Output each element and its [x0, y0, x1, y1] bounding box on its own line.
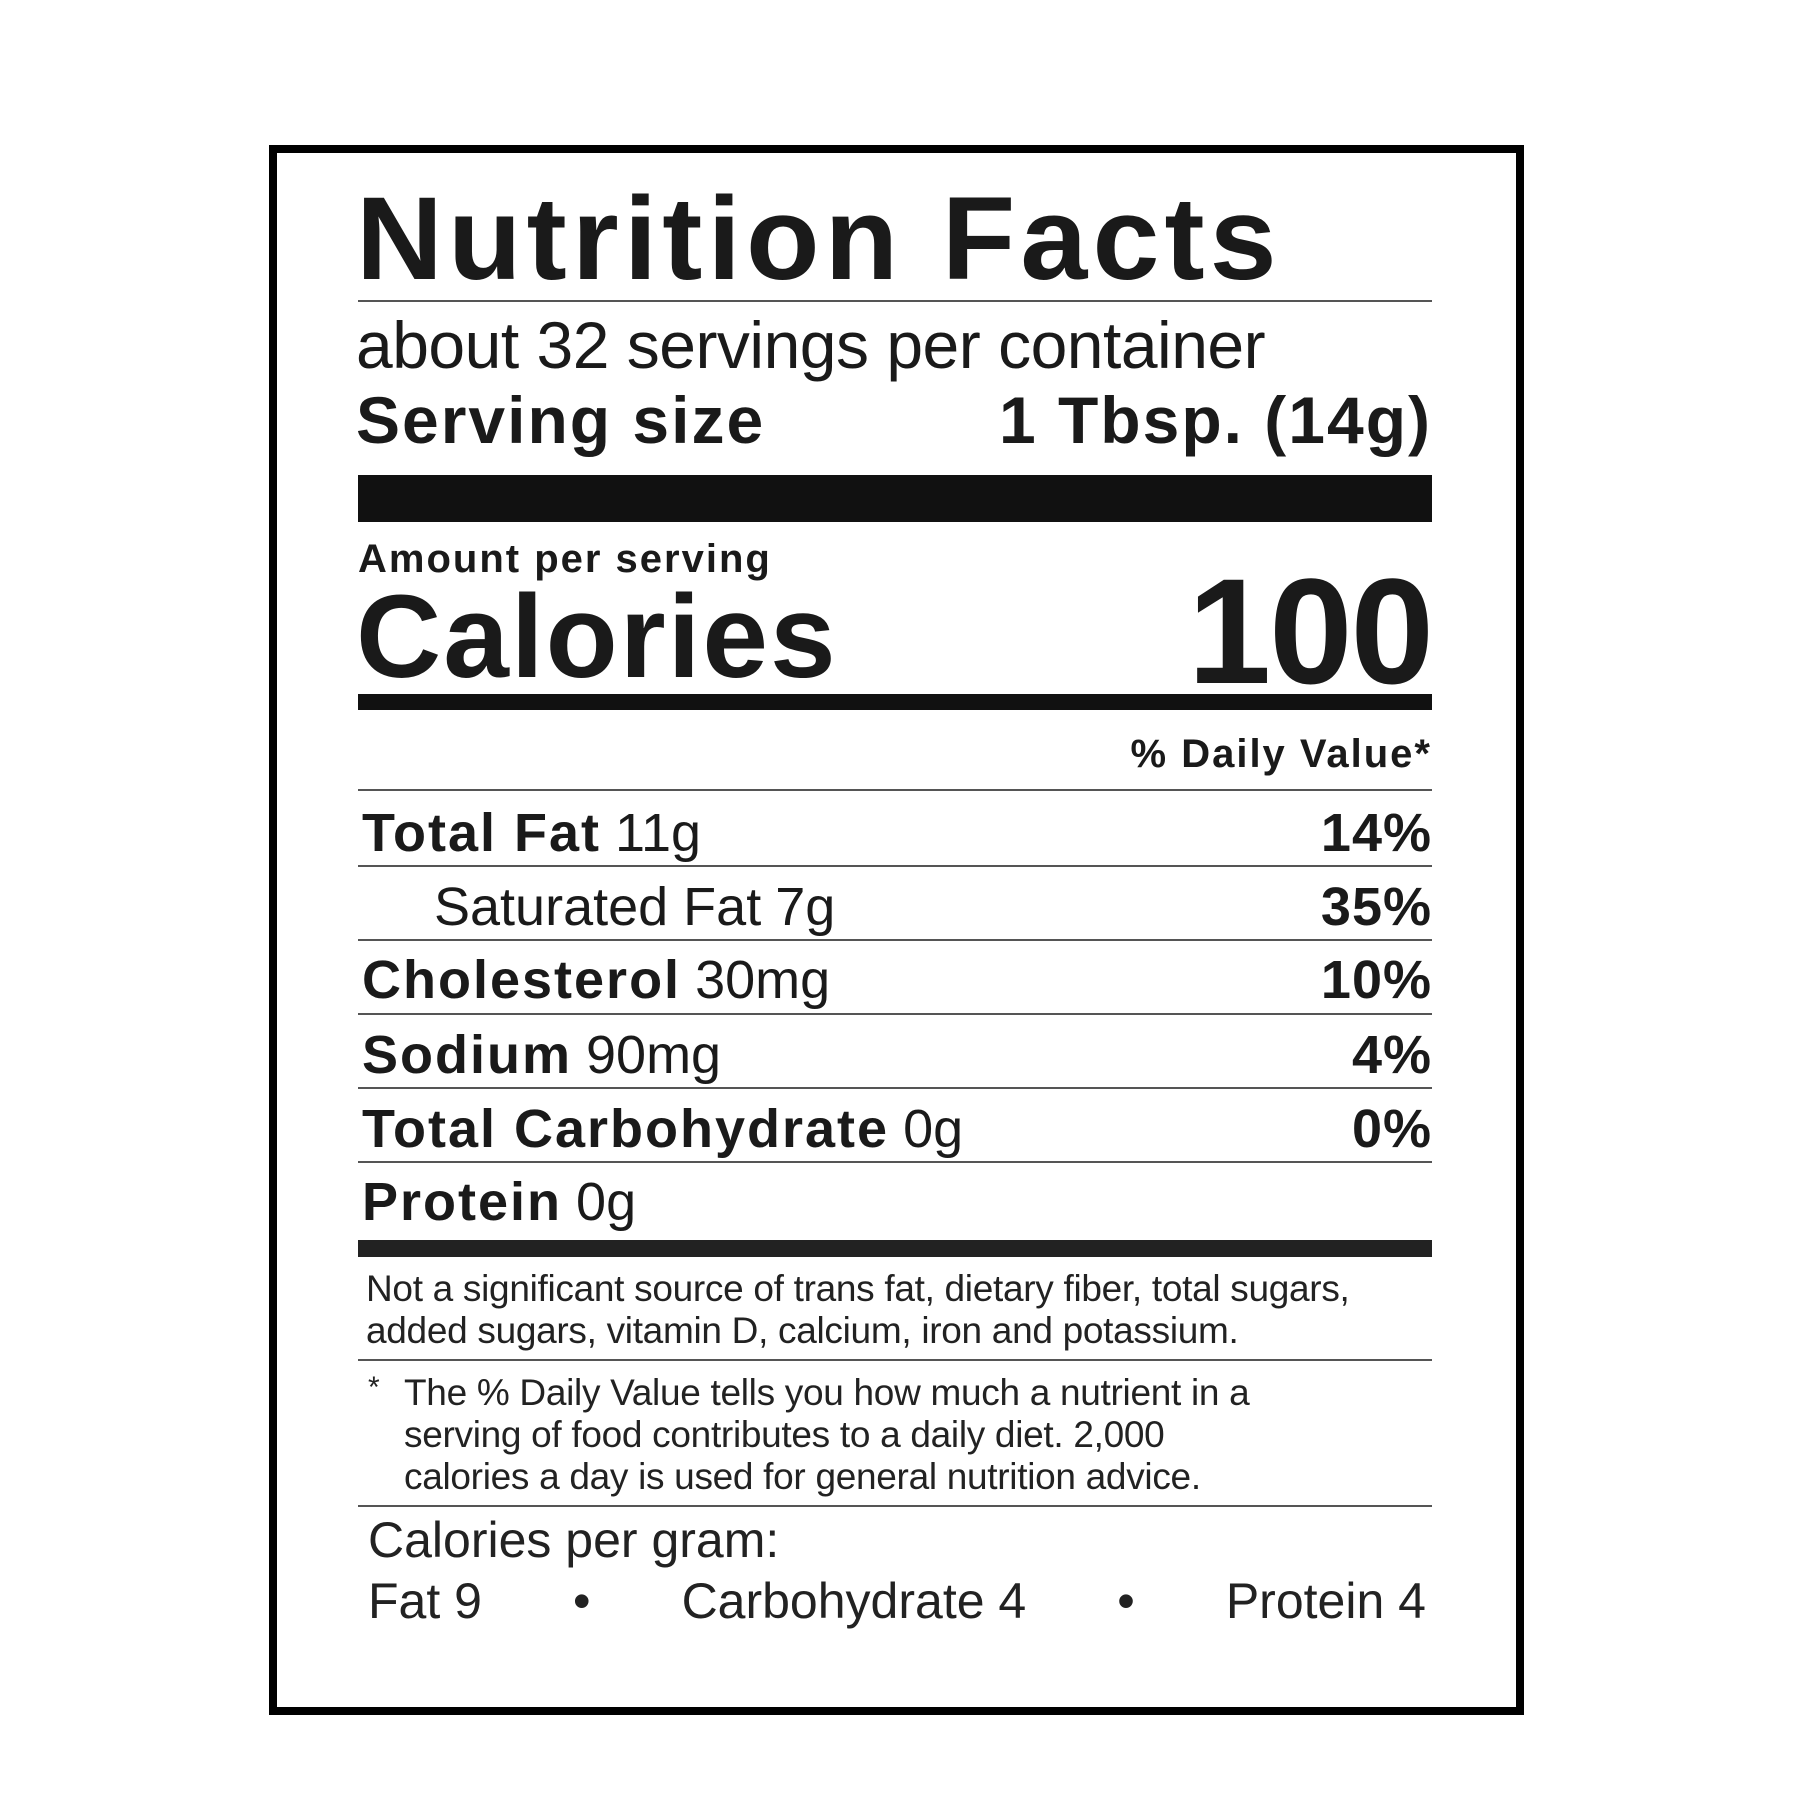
calories-label: Calories	[356, 571, 838, 703]
footnote-marker: *	[368, 1371, 380, 1404]
medium-divider	[358, 694, 1432, 710]
carbohydrate-calories: Carbohydrate 4	[681, 1573, 1027, 1629]
calories-value: 100	[1187, 547, 1434, 715]
nutrient-row-saturated-fat: Saturated Fat 7g 35%	[434, 880, 1432, 934]
not-significant-line: Not a significant source of trans fat, d…	[366, 1268, 1350, 1309]
nutrient-name: Cholesterol	[362, 950, 682, 1010]
nutrient-dv: 14%	[1320, 803, 1432, 863]
nutrient-amount: 0g	[576, 1172, 637, 1232]
serving-size-value: 1 Tbsp. (14g)	[998, 383, 1432, 457]
serving-size-label: Serving size	[356, 383, 766, 457]
servings-per-container: about 32 servings per container	[356, 308, 1266, 382]
calories-per-gram-values: Fat 9 • Carbohydrate 4 • Protein 4	[368, 1576, 1426, 1626]
divider	[358, 865, 1432, 867]
nutrient-dv: 35%	[1320, 877, 1432, 937]
nutrient-name: Protein	[362, 1172, 563, 1232]
protein-calories: Protein 4	[1225, 1573, 1426, 1629]
nutrient-name: Sodium	[362, 1025, 572, 1085]
nutrient-dv: 10%	[1320, 950, 1432, 1010]
daily-value-header: % Daily Value*	[1130, 732, 1432, 776]
nutrient-dv: 0%	[1351, 1099, 1432, 1159]
divider	[358, 789, 1432, 791]
nutrient-amount: 90mg	[586, 1025, 722, 1085]
bullet-separator: •	[1117, 1573, 1135, 1629]
nutrient-row-protein: Protein 0g	[362, 1175, 1432, 1229]
footnote-line: The % Daily Value tells you how much a n…	[404, 1372, 1250, 1413]
nutrition-label-frame	[269, 145, 1524, 1715]
serving-size: Serving size 1 Tbsp. (14g)	[356, 387, 1432, 453]
bullet-separator: •	[573, 1573, 591, 1629]
nutrient-row-cholesterol: Cholesterol 30mg 10%	[362, 953, 1432, 1007]
nutrient-amount: 7g	[775, 877, 836, 937]
fat-calories: Fat 9	[368, 1573, 482, 1629]
divider	[358, 1359, 1432, 1361]
footnote-line: calories a day is used for general nutri…	[404, 1456, 1201, 1497]
calories-per-gram-label: Calories per gram:	[368, 1512, 780, 1568]
divider	[358, 1087, 1432, 1089]
nutrient-dv: 4%	[1351, 1025, 1432, 1085]
amount-per-serving: Amount per serving	[358, 537, 772, 581]
divider	[358, 1161, 1432, 1163]
nutrient-row-total-carbohydrate: Total Carbohydrate 0g 0%	[362, 1102, 1432, 1156]
divider	[358, 300, 1432, 302]
nutrient-amount: 0g	[903, 1099, 964, 1159]
divider	[358, 939, 1432, 941]
nutrient-name: Saturated Fat	[434, 877, 762, 937]
divider	[358, 1505, 1432, 1507]
medium-divider	[358, 1240, 1432, 1257]
nutrient-row-total-fat: Total Fat 11g 14%	[362, 806, 1432, 860]
thick-divider	[358, 475, 1432, 522]
divider	[358, 1013, 1432, 1015]
nutrient-amount: 30mg	[695, 950, 831, 1010]
footnote-line: serving of food contributes to a daily d…	[404, 1414, 1165, 1455]
not-significant-line: added sugars, vitamin D, calcium, iron a…	[366, 1310, 1239, 1351]
nutrient-name: Total Carbohydrate	[362, 1099, 890, 1159]
nutrient-row-sodium: Sodium 90mg 4%	[362, 1028, 1432, 1082]
label-title: Nutrition Facts	[356, 173, 1282, 305]
nutrient-name: Total Fat	[362, 803, 601, 863]
nutrient-amount: 11g	[614, 803, 702, 863]
